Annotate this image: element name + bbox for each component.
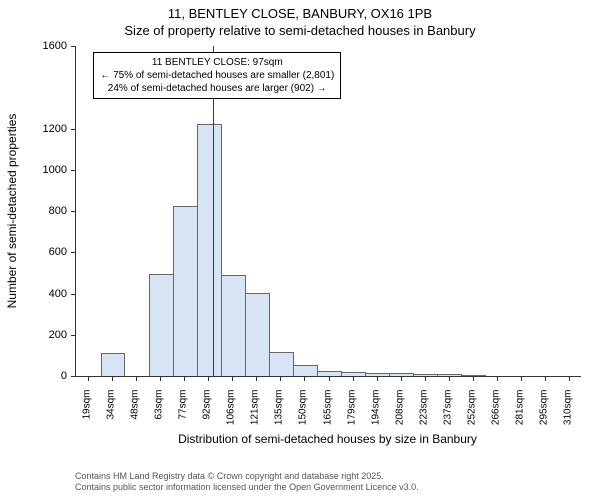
- y-tick-mark: [71, 129, 76, 130]
- chart-title-block: 11, BENTLEY CLOSE, BANBURY, OX16 1PB Siz…: [0, 0, 600, 40]
- histogram-bar: [365, 373, 390, 376]
- x-tick-mark: [184, 376, 185, 381]
- x-tick-mark: [569, 376, 570, 381]
- x-tick-mark: [208, 376, 209, 381]
- histogram-bar: [461, 375, 486, 376]
- x-tick-label: 106sqm: [226, 390, 237, 440]
- y-tick-mark: [71, 46, 76, 47]
- y-tick-label: 0: [0, 370, 67, 382]
- histogram-bar: [173, 206, 198, 376]
- histogram-bar: [245, 293, 270, 377]
- x-tick-label: 194sqm: [370, 390, 381, 440]
- histogram-bar: [197, 124, 222, 376]
- x-tick-label: 77sqm: [178, 390, 189, 440]
- y-tick-label: 1000: [0, 164, 67, 176]
- y-tick-label: 1200: [0, 123, 67, 135]
- x-tick-mark: [232, 376, 233, 381]
- histogram-bar: [269, 352, 294, 376]
- x-tick-mark: [88, 376, 89, 381]
- histogram-bar: [341, 372, 366, 376]
- x-tick-label: 121sqm: [250, 390, 261, 440]
- annotation-line: ← 75% of semi-detached houses are smalle…: [100, 69, 334, 82]
- x-tick-label: 63sqm: [154, 390, 165, 440]
- x-tick-mark: [449, 376, 450, 381]
- x-tick-label: 281sqm: [514, 390, 525, 440]
- y-tick-label: 400: [0, 288, 67, 300]
- x-tick-label: 179sqm: [346, 390, 357, 440]
- annotation-line: 11 BENTLEY CLOSE: 97sqm: [100, 56, 334, 69]
- histogram-bar: [389, 373, 414, 376]
- x-tick-mark: [377, 376, 378, 381]
- credits-line-2: Contains public sector information licen…: [75, 482, 419, 494]
- y-tick-mark: [71, 252, 76, 253]
- histogram-bar: [413, 374, 438, 376]
- y-tick-mark: [71, 294, 76, 295]
- histogram-bar: [437, 374, 462, 376]
- x-tick-label: 19sqm: [82, 390, 93, 440]
- x-tick-mark: [497, 376, 498, 381]
- x-tick-label: 92sqm: [202, 390, 213, 440]
- y-tick-label: 600: [0, 246, 67, 258]
- histogram-bar: [149, 274, 174, 376]
- x-tick-mark: [473, 376, 474, 381]
- x-tick-mark: [280, 376, 281, 381]
- x-tick-label: 295sqm: [538, 390, 549, 440]
- y-tick-mark: [71, 376, 76, 377]
- y-tick-label: 200: [0, 329, 67, 341]
- x-tick-mark: [304, 376, 305, 381]
- x-tick-mark: [112, 376, 113, 381]
- x-tick-label: 208sqm: [394, 390, 405, 440]
- x-tick-mark: [256, 376, 257, 381]
- x-tick-label: 135sqm: [274, 390, 285, 440]
- y-tick-mark: [71, 170, 76, 171]
- x-tick-mark: [353, 376, 354, 381]
- y-tick-label: 1600: [0, 40, 67, 52]
- x-tick-mark: [136, 376, 137, 381]
- x-tick-label: 165sqm: [322, 390, 333, 440]
- x-tick-label: 34sqm: [106, 390, 117, 440]
- x-tick-mark: [329, 376, 330, 381]
- x-tick-label: 252sqm: [466, 390, 477, 440]
- x-tick-label: 266sqm: [490, 390, 501, 440]
- histogram-plot: 11 BENTLEY CLOSE: 97sqm← 75% of semi-det…: [75, 46, 581, 377]
- y-tick-label: 800: [0, 205, 67, 217]
- y-tick-mark: [71, 211, 76, 212]
- marker-annotation: 11 BENTLEY CLOSE: 97sqm← 75% of semi-det…: [93, 52, 341, 99]
- title-line-2: Size of property relative to semi-detach…: [0, 23, 600, 40]
- x-tick-mark: [401, 376, 402, 381]
- histogram-bar: [221, 275, 246, 376]
- x-tick-label: 223sqm: [418, 390, 429, 440]
- credits-line-1: Contains HM Land Registry data © Crown c…: [75, 471, 419, 483]
- x-tick-label: 150sqm: [298, 390, 309, 440]
- histogram-bar: [293, 365, 318, 376]
- x-tick-mark: [521, 376, 522, 381]
- credits-block: Contains HM Land Registry data © Crown c…: [75, 471, 419, 494]
- x-tick-mark: [425, 376, 426, 381]
- x-tick-mark: [545, 376, 546, 381]
- x-tick-label: 310sqm: [562, 390, 573, 440]
- y-tick-mark: [71, 335, 76, 336]
- x-tick-label: 237sqm: [442, 390, 453, 440]
- x-tick-label: 48sqm: [130, 390, 141, 440]
- title-line-1: 11, BENTLEY CLOSE, BANBURY, OX16 1PB: [0, 6, 600, 23]
- histogram-bar: [101, 353, 126, 376]
- x-tick-mark: [160, 376, 161, 381]
- annotation-line: 24% of semi-detached houses are larger (…: [100, 82, 334, 95]
